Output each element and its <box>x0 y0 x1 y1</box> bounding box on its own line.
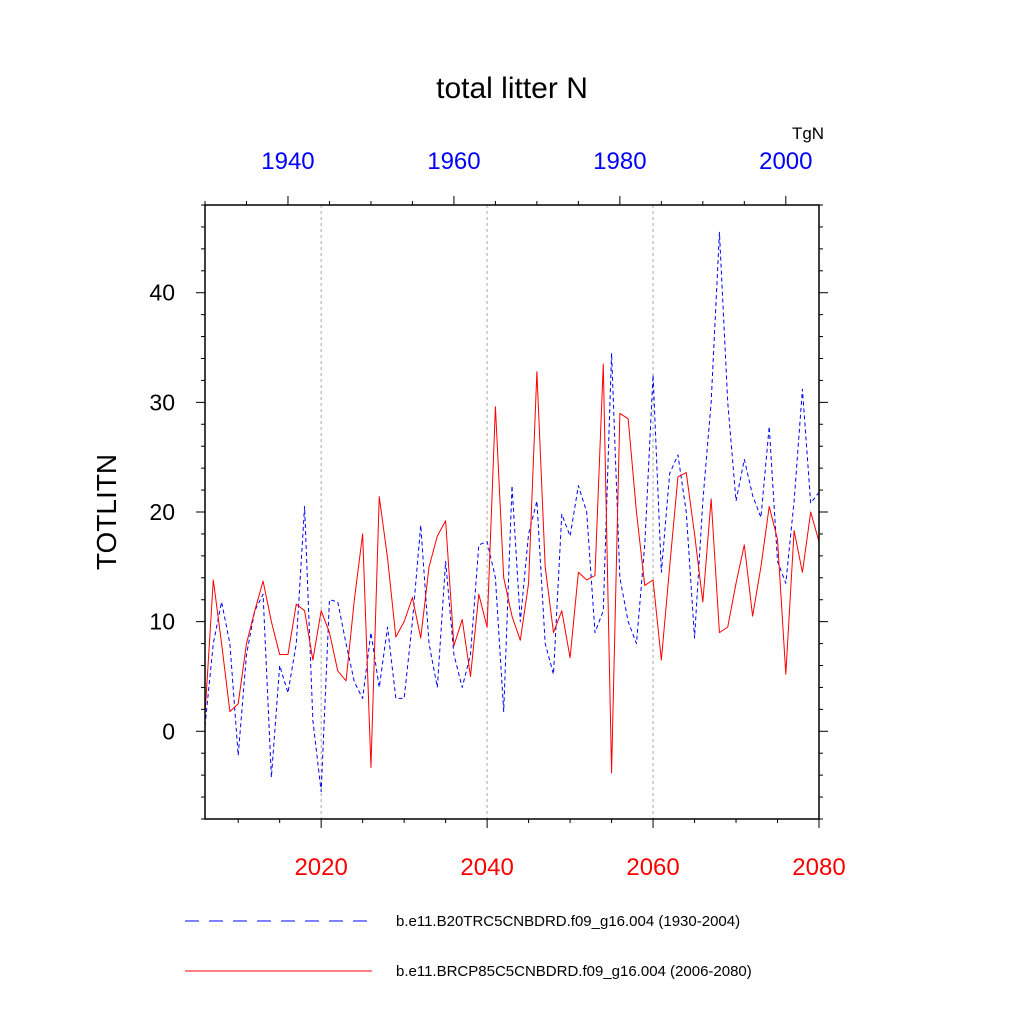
grid-lines <box>320 205 654 819</box>
x-top-tick-label: 1980 <box>593 148 646 175</box>
y-tick-label: 30 <box>149 389 175 415</box>
x-top-tick-label: 2000 <box>759 148 812 175</box>
y-tick-label: 20 <box>149 499 175 525</box>
y-tick-label: 10 <box>149 609 175 635</box>
units-label: TgN <box>792 124 824 143</box>
x-top-tick-label: 1960 <box>427 148 480 175</box>
x-bottom-tick-label: 2020 <box>294 854 347 881</box>
legend-label-rcp85: b.e11.BRCP85C5CNBDRD.f09_g16.004 (2006-2… <box>396 963 752 980</box>
axes: 0 10 20 30 40 2020 2040 2060 2080 1940 1960 1980 200… <box>149 148 845 881</box>
x-top-tick-label: 1940 <box>261 148 314 175</box>
y-tick-label: 0 <box>162 718 175 744</box>
series-line-rcp85 <box>204 363 820 774</box>
plot-frame <box>204 204 820 820</box>
chart-title: total litter N <box>436 72 588 105</box>
legend: b.e11.B20TRC5CNBDRD.f09_g16.004 (1930-20… <box>185 913 752 980</box>
y-axis-label: TOTLITN <box>91 454 122 570</box>
series-line-historical <box>204 231 820 793</box>
legend-label-historical: b.e11.B20TRC5CNBDRD.f09_g16.004 (1930-20… <box>396 913 740 930</box>
y-tick-label: 40 <box>149 280 175 306</box>
x-bottom-tick-label: 2040 <box>460 854 513 881</box>
x-bottom-tick-label: 2080 <box>792 854 845 881</box>
series-lines <box>204 231 820 793</box>
x-bottom-tick-label: 2060 <box>626 854 679 881</box>
